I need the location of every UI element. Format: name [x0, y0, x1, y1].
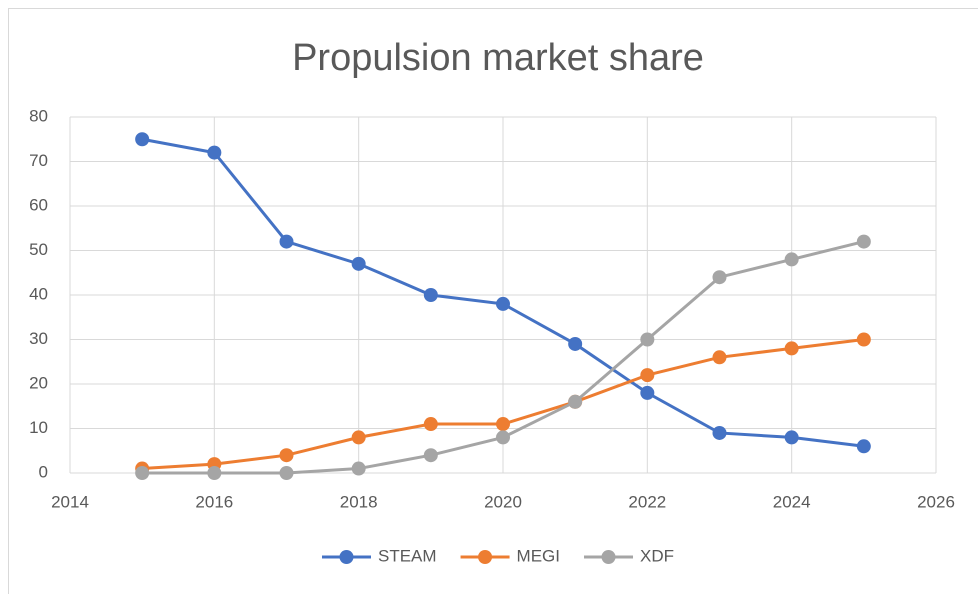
- x-tick-label: 2024: [773, 492, 811, 511]
- data-point: [207, 146, 221, 160]
- data-point: [785, 430, 799, 444]
- data-point: [424, 448, 438, 462]
- data-point: [713, 270, 727, 284]
- data-point: [857, 439, 871, 453]
- legend-label: XDF: [640, 546, 674, 565]
- legend-marker: [602, 550, 616, 564]
- data-point: [857, 235, 871, 249]
- x-tick-label: 2022: [628, 492, 666, 511]
- y-tick-label: 0: [39, 462, 48, 481]
- data-point: [207, 466, 221, 480]
- data-point: [640, 386, 654, 400]
- data-point: [785, 252, 799, 266]
- data-point: [352, 430, 366, 444]
- legend-label: MEGI: [517, 546, 560, 565]
- data-point: [857, 333, 871, 347]
- y-tick-label: 30: [29, 329, 48, 348]
- data-point: [713, 426, 727, 440]
- x-tick-label: 2026: [917, 492, 955, 511]
- y-tick-label: 10: [29, 418, 48, 437]
- y-tick-label: 20: [29, 373, 48, 392]
- data-point: [713, 350, 727, 364]
- data-point: [352, 462, 366, 476]
- x-tick-label: 2018: [340, 492, 378, 511]
- x-tick-label: 2014: [51, 492, 89, 511]
- legend-marker: [478, 550, 492, 564]
- x-tick-label: 2016: [195, 492, 233, 511]
- data-point: [135, 466, 149, 480]
- x-tick-label: 2020: [484, 492, 522, 511]
- data-point: [568, 337, 582, 351]
- data-point: [424, 417, 438, 431]
- data-point: [496, 417, 510, 431]
- data-point: [352, 257, 366, 271]
- data-point: [640, 333, 654, 347]
- data-point: [568, 395, 582, 409]
- y-tick-label: 70: [29, 151, 48, 170]
- y-tick-label: 50: [29, 240, 48, 259]
- data-point: [135, 132, 149, 146]
- data-point: [785, 341, 799, 355]
- data-point: [280, 235, 294, 249]
- data-point: [280, 466, 294, 480]
- data-point: [640, 368, 654, 382]
- data-point: [496, 297, 510, 311]
- data-point: [496, 430, 510, 444]
- data-point: [424, 288, 438, 302]
- legend-marker: [339, 550, 353, 564]
- y-tick-label: 60: [29, 195, 48, 214]
- y-tick-label: 80: [29, 106, 48, 125]
- y-tick-label: 40: [29, 284, 48, 303]
- legend-label: STEAM: [378, 546, 437, 565]
- data-point: [280, 448, 294, 462]
- chart-title: Propulsion market share: [292, 37, 704, 79]
